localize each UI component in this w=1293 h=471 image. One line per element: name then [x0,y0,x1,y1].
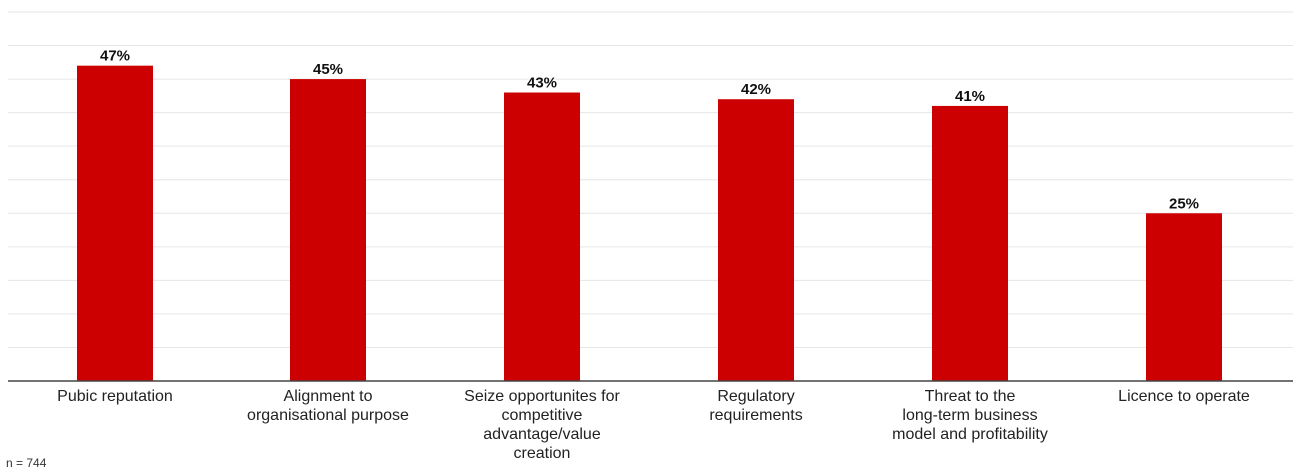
category-label-line: model and profitability [892,426,1048,443]
category-label-4: Regulatory requirements [709,388,802,424]
category-label-line: Alignment to [284,388,373,405]
category-label-line: long-term business [902,407,1037,424]
bar-5 [932,105,1008,381]
bar-6 [1146,213,1222,381]
value-labels: 47% 45% 43% 42% 41% 25% [100,48,1199,213]
category-label-line: Licence to operate [1118,388,1250,405]
category-label-1: Pubic reputation [57,388,173,405]
category-label-3: Seize opportunites for competitive advanta… [464,388,620,462]
category-label-line: creation [514,445,571,462]
category-label-line: Seize opportunites for [464,388,620,405]
sample-size-note: n = 744 [6,456,47,470]
value-label-1: 47% [100,48,130,65]
category-label-line: competitive [502,407,583,424]
category-label-5: Threat to the long-term business model and… [892,388,1048,443]
bar-3 [504,92,580,381]
category-label-line: requirements [709,407,802,424]
bars [77,65,1222,381]
category-labels: Pubic reputation Alignment to organisation… [57,388,1250,462]
category-label-line: Regulatory [717,388,794,405]
category-label-line: Threat to the [925,388,1016,405]
bar-2 [290,79,366,381]
value-label-4: 42% [741,81,771,98]
bar-1 [77,65,153,381]
value-label-5: 41% [955,88,985,105]
value-label-2: 45% [313,61,343,78]
gridlines [8,11,1293,348]
category-label-6: Licence to operate [1118,388,1250,405]
category-label-2: Alignment to organisational purpose [247,388,409,424]
value-label-6: 25% [1169,195,1199,212]
category-label-line: advantage/value [483,426,601,443]
bar-4 [718,99,794,381]
category-label-line: Pubic reputation [57,388,173,405]
category-label-line: organisational purpose [247,407,409,424]
value-label-3: 43% [527,75,557,92]
